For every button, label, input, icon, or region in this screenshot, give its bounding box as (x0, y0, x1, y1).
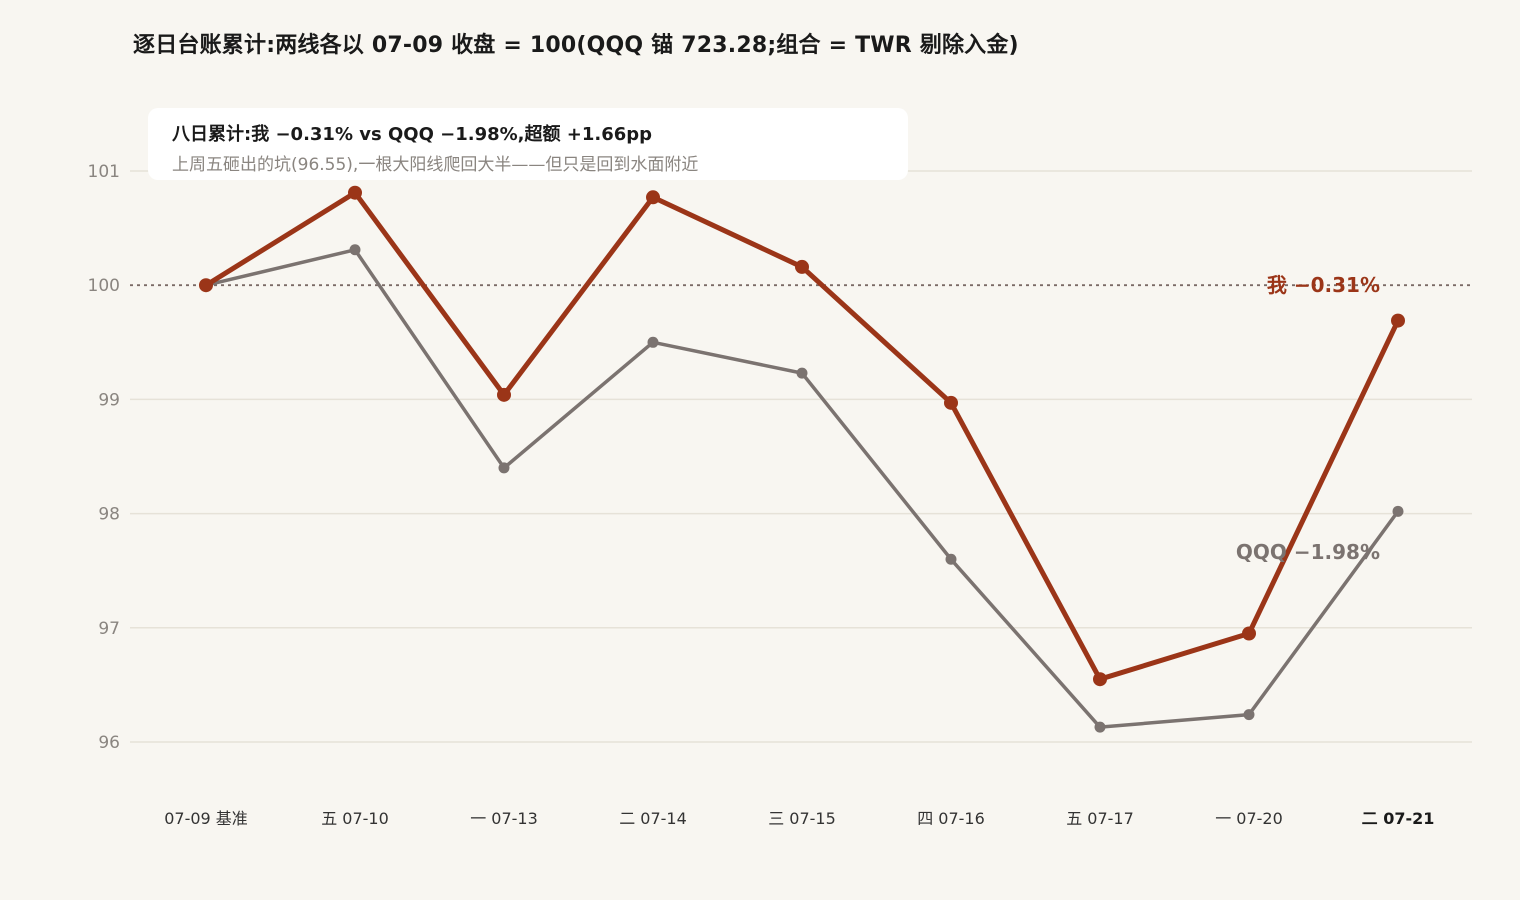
data-point-qqq (349, 244, 361, 256)
data-point-me (348, 185, 362, 200)
data-point-me (1391, 313, 1405, 328)
data-point-me (944, 395, 958, 410)
series-end-label-me: 我 −0.31% (1267, 273, 1380, 297)
series-layer (199, 185, 1405, 733)
annotation-subline: 上周五砸出的坑(96.55),一根大阳线爬回大半——但只是回到水面附近 (172, 155, 699, 175)
grid-lines (130, 170, 1472, 743)
y-tick-label: 100 (88, 276, 120, 296)
y-tick-label: 97 (98, 619, 120, 639)
data-point-me (199, 278, 213, 293)
x-tick-label: 一 07-20 (1215, 809, 1283, 828)
data-point-me (1242, 626, 1256, 641)
data-point-qqq (1094, 721, 1106, 733)
annotation-headline: 八日累计:我 −0.31% vs QQQ −1.98%,超额 +1.66pp (172, 124, 653, 145)
data-point-qqq (796, 367, 808, 379)
x-tick-label: 五 07-17 (1066, 809, 1134, 828)
series-line-qqq (204, 248, 1400, 729)
data-point-me (497, 387, 511, 402)
y-axis-ticks: 96 97 98 99 100 101 (88, 162, 120, 753)
x-tick-label: 三 07-15 (768, 809, 836, 828)
data-point-qqq (945, 553, 957, 565)
data-point-me (795, 259, 809, 274)
chart-title: 逐日台账累计:两线各以 07-09 收盘 = 100(QQQ 锚 723.28;… (133, 33, 1019, 58)
data-point-qqq (498, 462, 510, 474)
x-tick-label: 四 07-16 (917, 809, 985, 828)
data-point-me (646, 190, 660, 205)
x-tick-label: 二 07-21 (1362, 809, 1435, 828)
x-tick-label: 07-09 基准 (164, 809, 248, 828)
x-tick-label: 一 07-13 (470, 809, 538, 828)
y-tick-label: 99 (98, 390, 120, 410)
end-labels: 我 −0.31% QQQ −1.98% (1236, 273, 1380, 564)
data-point-qqq (647, 336, 659, 348)
data-point-qqq (1243, 709, 1255, 721)
y-tick-label: 98 (98, 505, 120, 525)
data-point-qqq (1392, 505, 1404, 517)
x-tick-label: 二 07-14 (619, 809, 687, 828)
data-point-me (1093, 672, 1107, 687)
x-axis-ticks: 07-09 基准 五 07-10 一 07-13 二 07-14 三 07-15 四 07… (164, 809, 1434, 828)
annotation-card: 八日累计:我 −0.31% vs QQQ −1.98%,超额 +1.66pp 上… (148, 108, 908, 180)
y-tick-label: 101 (88, 162, 120, 182)
y-tick-label: 96 (98, 733, 120, 753)
x-tick-label: 五 07-10 (321, 809, 389, 828)
series-end-label-qqq: QQQ −1.98% (1236, 540, 1380, 564)
